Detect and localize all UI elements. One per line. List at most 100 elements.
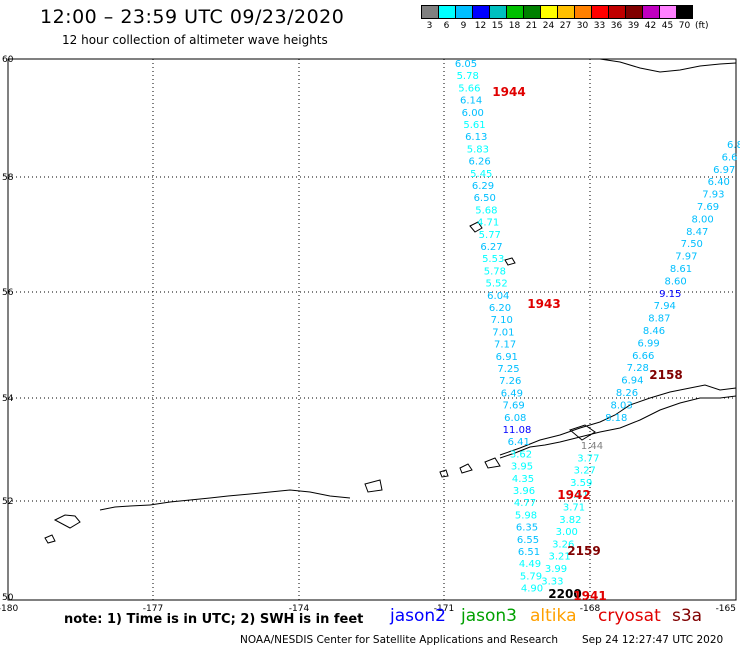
wave-height-value: 6.51 [518,547,540,558]
legend-swatch [540,5,557,19]
island [364,479,383,493]
pass-time-label: 1941 [573,589,606,603]
x-tick-label: -171 [434,604,454,614]
wave-height-value: 3.62 [510,449,532,460]
wave-height-value: 6.6 [722,152,738,163]
pass-time-label: 2158 [649,368,682,382]
wave-height-value: 1.44 [581,441,603,452]
legend-label: 30 [576,21,589,31]
legend-label: 42 [644,21,657,31]
wave-height-value: 6.27 [480,242,502,253]
legend-swatches [421,5,709,19]
satellite-jason3: jason3 [461,606,517,626]
wave-height-value: 7.01 [492,327,514,338]
y-tick-label: 60 [2,55,14,65]
wave-height-value: 7.10 [491,315,513,326]
wave-height-value: 6.35 [516,523,538,534]
wave-height-value: 6.94 [621,376,643,387]
wave-height-value: 6.40 [708,177,730,188]
legend-swatch [506,5,523,19]
wave-height-value: 8.18 [605,413,627,424]
legend-unit: (ft) [695,21,709,31]
wave-height-value: 7.17 [494,340,516,351]
color-legend: 3 6 9 12 15 18 21 24 27 30 33 36 39 42 45 70 (ft) [421,5,709,31]
wave-height-value: 5.68 [475,205,497,216]
wave-height-value: 3.82 [559,515,581,526]
wave-height-value: 5.77 [479,230,501,241]
x-tick-label: -174 [289,604,310,614]
wave-height-value: 5.45 [470,169,492,180]
wave-height-value: 7.93 [702,190,724,201]
peninsula-coast-south [499,395,737,459]
wave-height-value: 8.60 [664,276,686,287]
y-tick-label: 54 [2,394,14,404]
footer-timestamp: Sep 24 12:27:47 UTC 2020 [582,634,724,646]
legend-swatch [625,5,642,19]
wave-height-value: 6.13 [465,132,487,143]
pass-time-label: 1943 [527,297,560,311]
legend-swatch [608,5,625,19]
x-tick-label: -180 [0,604,18,614]
legend-label: 36 [610,21,623,31]
wave-height-value: 3.96 [513,486,535,497]
map-subtitle: 12 hour collection of altimeter wave hei… [62,33,328,47]
satellite-cryosat: cryosat [598,606,661,626]
wave-height-value: 5.79 [520,571,542,582]
wave-height-value: 6.29 [472,181,494,192]
wave-height-value: 6.05 [455,59,477,70]
island [484,457,501,469]
wave-height-value: 3.51 [566,490,588,501]
wave-height-value: 7.94 [654,301,676,312]
wave-height-value: 8.46 [643,326,665,337]
wave-height-value: 4.90 [521,584,543,595]
island-chain [227,489,351,499]
island [439,469,449,478]
island [568,424,596,441]
island [469,221,483,233]
island [53,514,81,529]
wave-height-value: 7.26 [499,376,521,387]
legend-label: 21 [525,21,538,31]
legend-label: 45 [661,21,674,31]
peninsula-coast [499,384,737,456]
legend-label: 18 [508,21,521,31]
satellite-altika: altika [530,606,577,626]
wave-height-value: 6.26 [468,157,490,168]
legend-label: 39 [627,21,640,31]
wave-height-value: 6.20 [489,303,511,314]
island-chain [149,495,229,506]
wave-height-value: 5.61 [463,120,485,131]
wave-height-value: 4.77 [514,498,536,509]
x-tick-label: -165 [716,604,736,614]
wave-height-value: 6.66 [632,351,654,362]
track-a-values: 6.055.785.666.146.005.616.135.836.265.45… [455,59,543,595]
x-tick-label: -168 [580,604,601,614]
coast-north [599,58,737,73]
wave-height-value: 8.00 [691,214,713,225]
wave-height-value: 9.15 [659,289,681,300]
wave-height-value: 7.25 [497,364,519,375]
legend-labels: 3 6 9 12 15 18 21 24 27 30 33 36 39 42 45 70 (ft) [421,21,709,31]
legend-label: 3 [426,21,433,31]
legend-label: 15 [491,21,504,31]
wave-height-value: 6.50 [474,193,496,204]
wave-height-value: 6.49 [501,388,523,399]
wave-height-value: 6.55 [517,535,539,546]
footer-credit: NOAA/NESDIS Center for Satellite Applica… [240,634,558,646]
wave-height-value: 6.8 [727,140,740,151]
legend-label: 27 [559,21,572,31]
wave-height-value: 5.53 [482,254,504,265]
wave-height-value: 3.71 [563,503,585,514]
wave-height-value: 6.04 [487,291,509,302]
wave-height-value: 6.99 [637,338,659,349]
coastline [44,58,737,544]
wave-height-value: 7.69 [502,401,524,412]
wave-height-value: 4.35 [512,474,534,485]
wave-height-value: 4.71 [477,218,499,229]
legend-label: 9 [460,21,467,31]
satellite-s3a: s3a [672,606,703,626]
wave-height-value: 7.28 [627,363,649,374]
wave-height-value: 6.14 [460,96,482,107]
